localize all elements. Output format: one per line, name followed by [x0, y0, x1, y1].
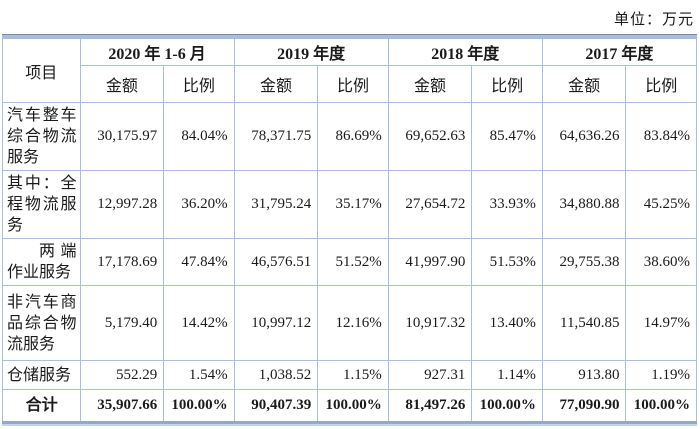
- header-sub-row: 金额 比例 金额 比例 金额 比例 金额 比例: [3, 65, 697, 103]
- amount-cell: 46,576.51: [233, 238, 319, 286]
- amount-cell: 10,917.32: [387, 285, 473, 361]
- table-row-total: 合计 35,907.66 100.00% 90,407.39 100.00% 8…: [2, 389, 697, 423]
- amount-cell: 78,371.75: [233, 102, 319, 171]
- amount-cell: 12,997.28: [79, 170, 165, 239]
- ratio-cell: 84.04%: [163, 102, 235, 171]
- amount-cell: 17,178.69: [79, 238, 165, 286]
- subheader-ratio-2018: 比例: [471, 65, 543, 103]
- unit-label: 单位：万元: [613, 12, 694, 28]
- table-row-warehousing: 仓储服务 552.29 1.54% 1,038.52 1.15% 927.31 …: [2, 360, 697, 390]
- amount-cell: 64,636.26: [541, 102, 627, 171]
- ratio-cell: 13.40%: [471, 285, 543, 361]
- ratio-cell: 85.47%: [471, 102, 543, 171]
- table-row-non-vehicle-logistics: 非汽车商品综合物流服务 5,179.40 14.42% 10,997.12 12…: [2, 285, 697, 361]
- row-label: 两端作业服务: [2, 238, 81, 286]
- ratio-cell: 86.69%: [317, 102, 389, 171]
- ratio-cell: 1.15%: [317, 360, 389, 390]
- period-header-2020: 2020 年 1-6 月: [79, 36, 235, 66]
- ratio-cell: 45.25%: [625, 170, 697, 239]
- total-label: 合计: [2, 389, 81, 423]
- amount-cell: 41,997.90: [387, 238, 473, 286]
- period-header-2017: 2017 年度: [541, 36, 698, 66]
- subheader-ratio-2017: 比例: [625, 65, 697, 103]
- amount-cell: 69,652.63: [387, 102, 473, 171]
- amount-cell: 34,880.88: [541, 170, 627, 239]
- row-label: 非汽车商品综合物流服务: [2, 285, 81, 361]
- ratio-cell: 1.14%: [471, 360, 543, 390]
- amount-cell: 5,179.40: [79, 285, 165, 361]
- amount-cell: 913.80: [541, 360, 627, 390]
- row-label: 仓储服务: [2, 360, 81, 390]
- period-header-2019: 2019 年度: [233, 36, 389, 66]
- ratio-cell: 100.00%: [317, 389, 389, 423]
- amount-cell: 1,038.52: [233, 360, 319, 390]
- ratio-cell: 100.00%: [163, 389, 235, 423]
- amount-cell: 552.29: [79, 360, 165, 390]
- amount-cell: 77,090.90: [541, 389, 627, 423]
- ratio-cell: 100.00%: [625, 389, 697, 423]
- row-label: 其中：全程物流服务: [2, 170, 81, 239]
- ratio-cell: 100.00%: [471, 389, 543, 423]
- amount-cell: 29,755.38: [541, 238, 627, 286]
- amount-cell: 81,497.26: [387, 389, 473, 423]
- ratio-cell: 1.54%: [163, 360, 235, 390]
- table-row-full-process: 其中：全程物流服务 12,997.28 36.20% 31,795.24 35.…: [2, 170, 697, 239]
- ratio-cell: 35.17%: [317, 170, 389, 239]
- subheader-amount-2019: 金额: [233, 65, 319, 103]
- period-header-2018: 2018 年度: [387, 36, 543, 66]
- item-column-header: 项目: [2, 36, 81, 103]
- ratio-cell: 36.20%: [163, 170, 235, 239]
- ratio-cell: 14.97%: [625, 285, 697, 361]
- ratio-cell: 51.53%: [471, 238, 543, 286]
- amount-cell: 27,654.72: [387, 170, 473, 239]
- amount-cell: 927.31: [387, 360, 473, 390]
- subheader-amount-2018: 金额: [387, 65, 473, 103]
- subheader-ratio-2019: 比例: [317, 65, 389, 103]
- amount-cell: 90,407.39: [233, 389, 319, 423]
- amount-cell: 31,795.24: [233, 170, 319, 239]
- ratio-cell: 47.84%: [163, 238, 235, 286]
- ratio-cell: 51.52%: [317, 238, 389, 286]
- header-period-row: 项目 2020 年 1-6 月 2019 年度 2018 年度 2017 年度: [2, 36, 698, 103]
- ratio-cell: 38.60%: [625, 238, 697, 286]
- ratio-cell: 83.84%: [625, 102, 697, 171]
- amount-cell: 35,907.66: [79, 389, 165, 423]
- table-row-vehicle-logistics: 汽车整车综合物流服务 30,175.97 84.04% 78,371.75 86…: [2, 102, 697, 171]
- table-row-terminal-operations: 两端作业服务 17,178.69 47.84% 46,576.51 51.52%…: [2, 238, 697, 286]
- amount-cell: 11,540.85: [541, 285, 627, 361]
- subheader-ratio-2020: 比例: [163, 65, 235, 103]
- row-label: 汽车整车综合物流服务: [2, 102, 81, 171]
- table-wrapper: 项目 2020 年 1-6 月 2019 年度 2018 年度 2017 年度 …: [2, 34, 698, 426]
- ratio-cell: 14.42%: [163, 285, 235, 361]
- revenue-breakdown-table: 项目 2020 年 1-6 月 2019 年度 2018 年度 2017 年度 …: [2, 35, 698, 424]
- ratio-cell: 33.93%: [471, 170, 543, 239]
- subheader-amount-2017: 金额: [541, 65, 627, 103]
- amount-cell: 10,997.12: [233, 285, 319, 361]
- subheader-amount-2020: 金额: [79, 65, 165, 103]
- ratio-cell: 12.16%: [317, 285, 389, 361]
- amount-cell: 30,175.97: [79, 102, 165, 171]
- ratio-cell: 1.19%: [625, 360, 697, 390]
